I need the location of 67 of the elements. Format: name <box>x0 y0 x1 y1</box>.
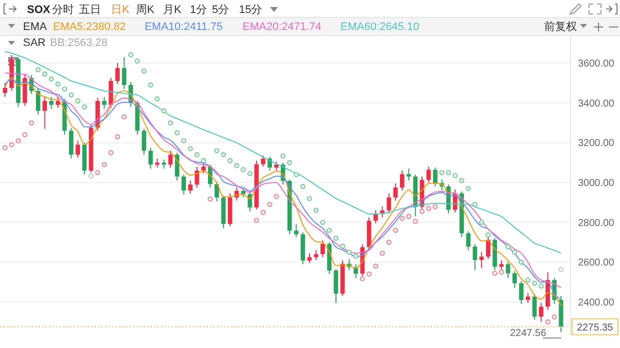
candlestick <box>519 280 524 304</box>
candlestick <box>68 127 74 160</box>
text: 周K <box>136 4 155 16</box>
candlestick <box>406 168 411 182</box>
candlestick <box>506 262 510 279</box>
y-tick-label: 2400.00 <box>578 297 615 308</box>
annotation: SAR <box>23 37 46 49</box>
candlestick <box>148 147 153 170</box>
y-tick-label: 2800.00 <box>578 218 615 229</box>
candlestick <box>393 183 398 201</box>
text: EMA5:2380.82 <box>53 21 126 33</box>
candlestick <box>182 174 186 195</box>
candlestick <box>36 87 40 116</box>
annotation: BB:2563.28 <box>50 37 108 49</box>
text: 分时 <box>52 3 74 16</box>
candlestick <box>42 96 47 130</box>
candlestick <box>479 252 484 269</box>
candlestick <box>400 170 404 191</box>
candlestick <box>102 96 106 110</box>
ref-line-label: 2275.35 <box>576 322 614 334</box>
candlestick <box>426 166 431 184</box>
candlestick <box>214 181 220 202</box>
y-tick-label: 2600.00 <box>578 258 615 269</box>
candlestick <box>108 78 114 108</box>
text: 日K <box>111 4 130 16</box>
text: EMA20:2471.74 <box>242 21 322 33</box>
text: 五日 <box>79 4 101 16</box>
text: 前复权 <box>544 21 577 33</box>
candlestick <box>526 292 530 304</box>
candlestick <box>174 152 180 182</box>
candlestick <box>512 270 517 289</box>
candlestick <box>260 155 266 168</box>
line-series <box>4 51 562 254</box>
text: EMA60:2645.10 <box>340 21 420 33</box>
candlestick <box>168 150 173 168</box>
candlestick <box>466 230 471 251</box>
candlestick <box>2 82 8 98</box>
text: EMA <box>23 21 48 33</box>
candlestick <box>433 167 438 187</box>
candlestick <box>208 164 212 188</box>
candlestick <box>386 192 392 214</box>
text: 15分 <box>239 4 262 16</box>
text: SOX <box>27 4 51 16</box>
candlestick <box>248 190 252 212</box>
candlestick <box>122 56 126 90</box>
candlestick <box>49 96 54 110</box>
candlestick <box>76 140 80 158</box>
text: 月K <box>163 4 182 16</box>
y-tick-label: 3000.00 <box>578 178 615 190</box>
y-tick-label: 3400.00 <box>578 98 615 110</box>
candlestick <box>307 252 312 264</box>
candlestick <box>188 180 193 194</box>
candlestick <box>334 268 338 304</box>
text: 5分 <box>212 4 230 16</box>
text: EMA10:2411.75 <box>144 21 223 33</box>
annotation: 2247.56 <box>510 328 547 339</box>
candlestick <box>115 62 120 84</box>
candlestick <box>538 302 544 322</box>
text: 1分 <box>190 4 208 16</box>
candlestick <box>314 250 318 261</box>
y-tick-label: 3200.00 <box>578 138 615 150</box>
candlestick <box>472 244 478 271</box>
candlestick <box>294 224 298 238</box>
candlestick <box>268 156 272 172</box>
candlestick <box>373 210 378 224</box>
candlestick <box>320 240 325 258</box>
y-tick-label: 3600.00 <box>578 58 615 70</box>
